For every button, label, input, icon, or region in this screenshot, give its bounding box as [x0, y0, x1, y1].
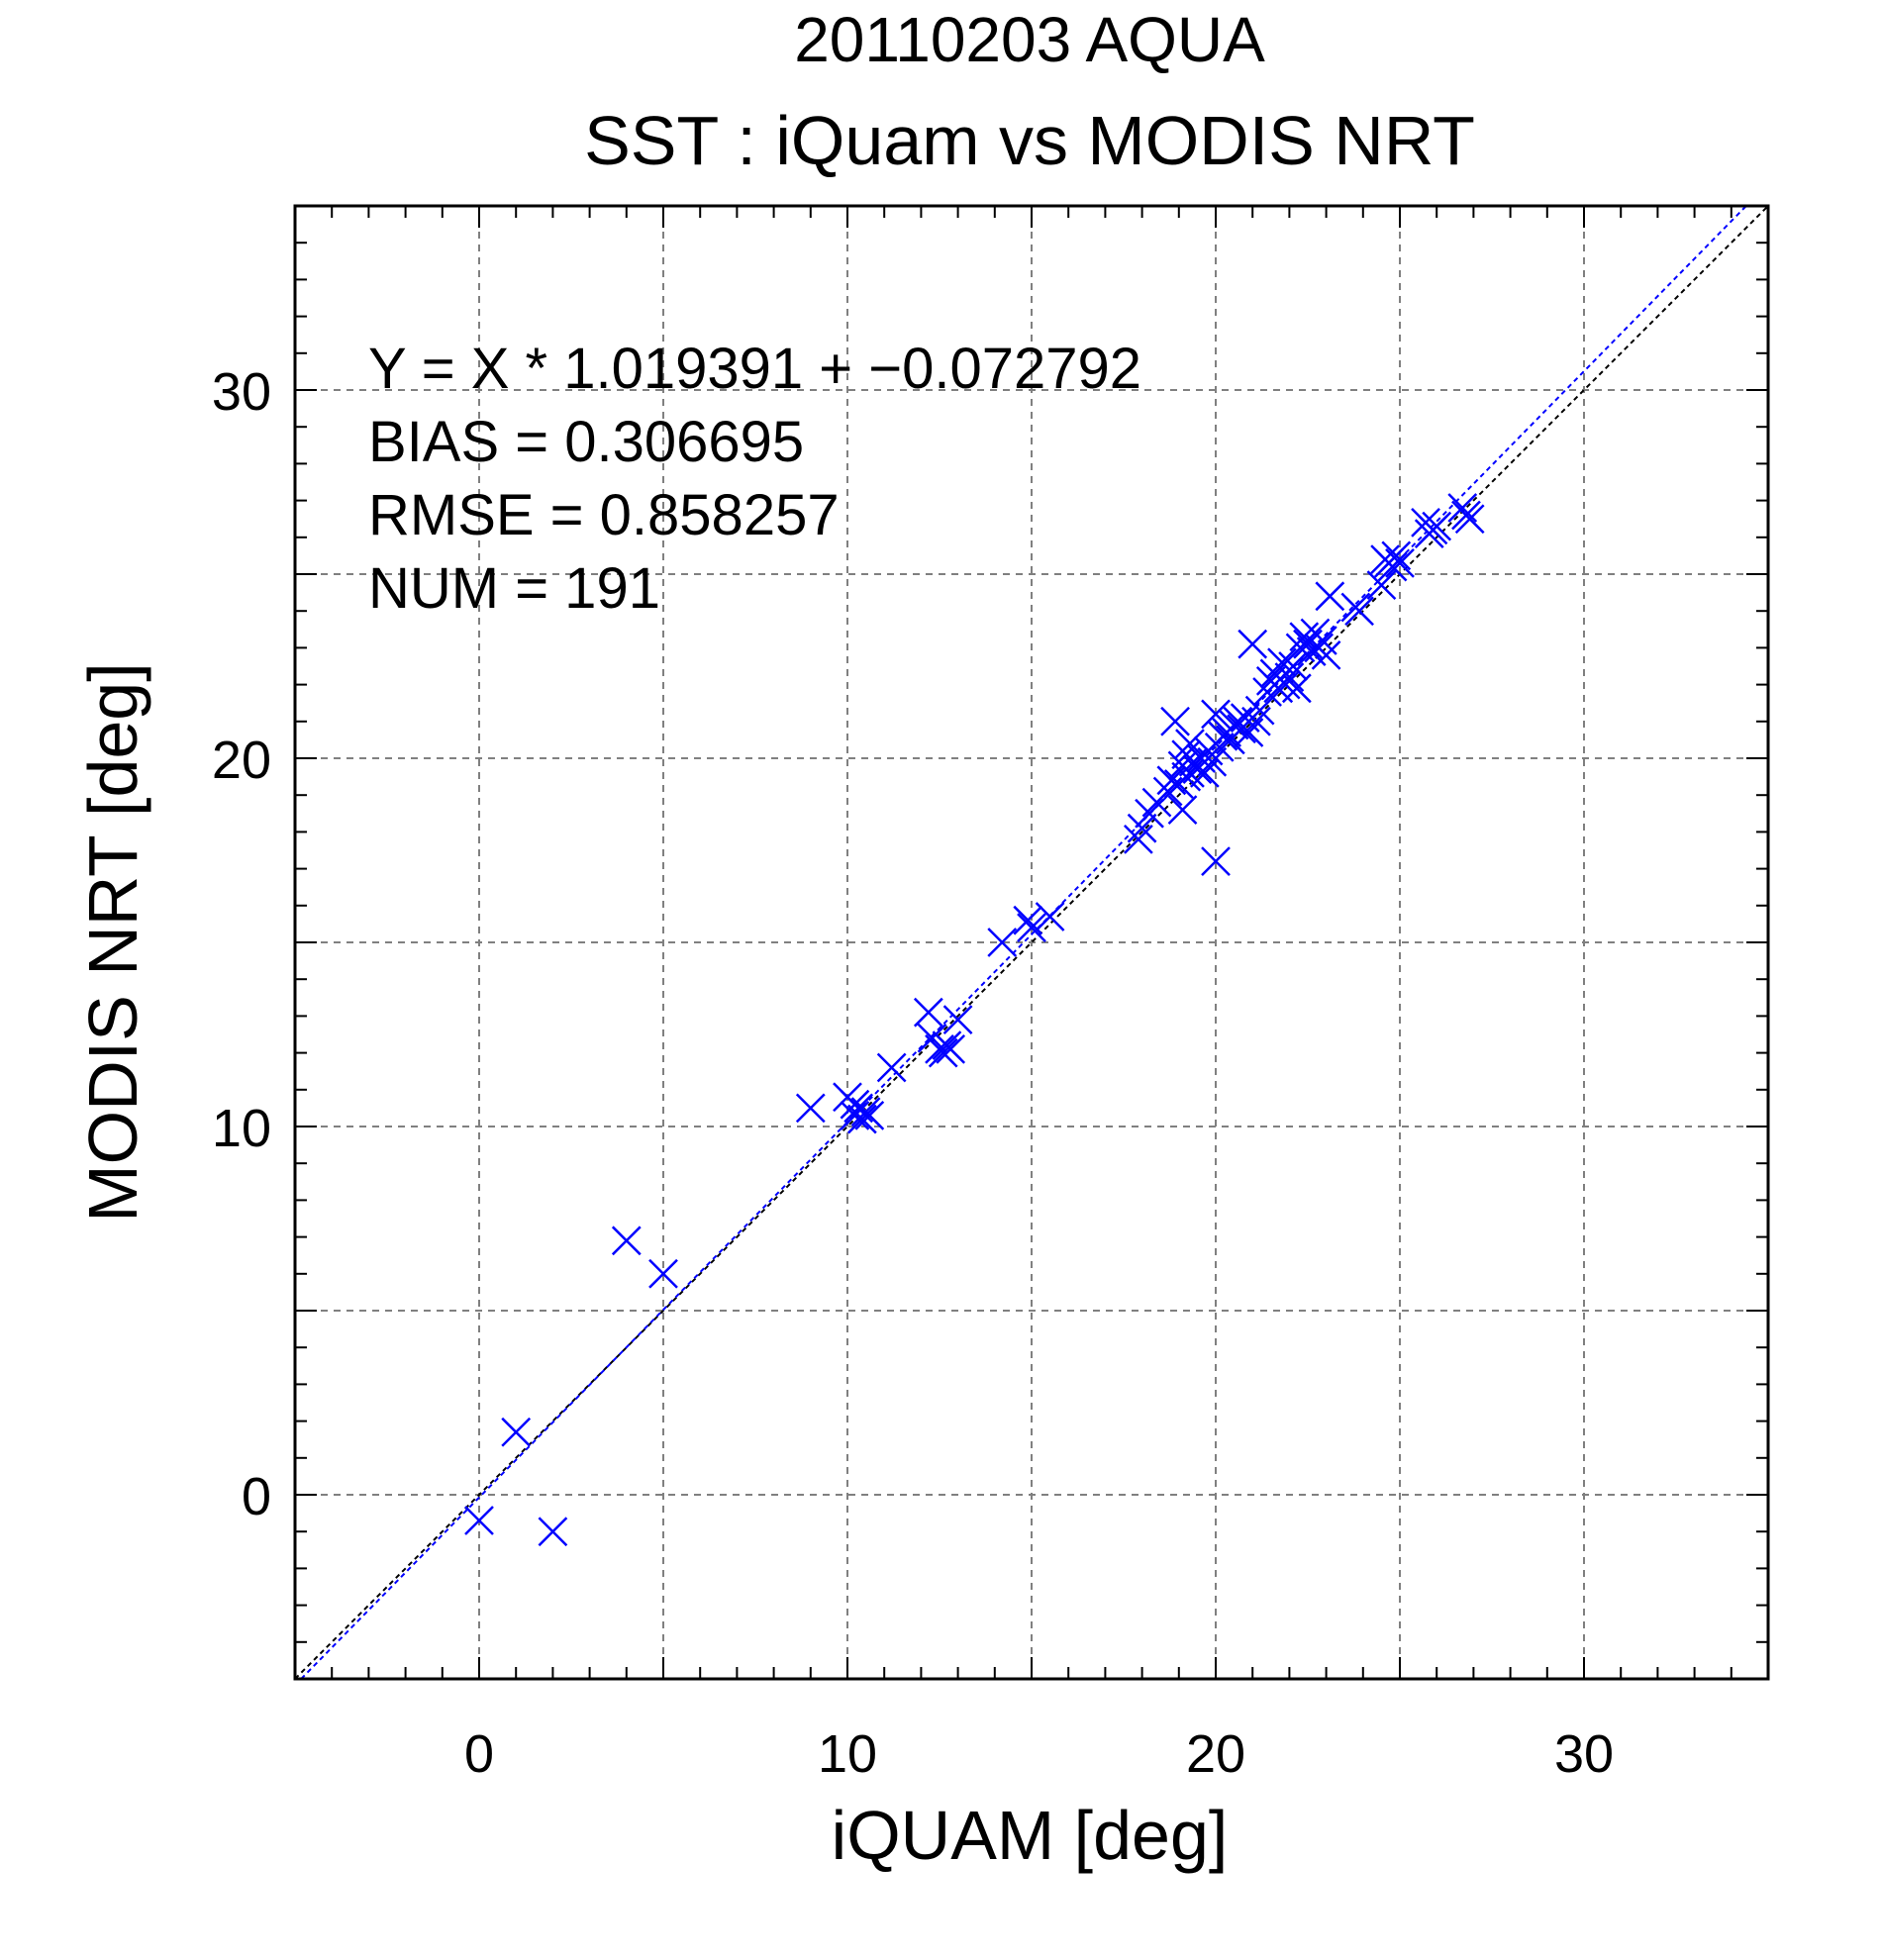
data-point [1244, 695, 1275, 726]
data-point [1123, 824, 1153, 854]
data-point [648, 1258, 678, 1289]
x-tick-label: 30 [1554, 1724, 1614, 1784]
stats-annotations: Y = X * 1.019391 + −0.072792 BIAS = 0.30… [368, 337, 1141, 621]
data-point [1175, 757, 1205, 788]
data-point [1366, 570, 1397, 601]
y-tick-label: 0 [242, 1467, 271, 1526]
data-point [1281, 673, 1312, 704]
data-point [538, 1517, 568, 1547]
data-point [1175, 729, 1205, 759]
data-point [1197, 746, 1228, 777]
data-point [1381, 540, 1412, 571]
data-point [1422, 511, 1452, 541]
rmse-text: RMSE = 0.858257 [368, 483, 840, 547]
data-point [1241, 706, 1271, 736]
x-tick-label: 0 [464, 1724, 494, 1784]
chart-title: SST : iQuam vs MODIS NRT [584, 102, 1475, 179]
x-tick-labels: 0 10 20 30 [464, 1724, 1614, 1784]
data-point [1201, 846, 1231, 877]
data-point [1385, 547, 1415, 578]
data-point [942, 1005, 973, 1035]
fit-line-group [300, 205, 1747, 1680]
x-axis-label: iQUAM [deg] [832, 1797, 1229, 1874]
data-point [1017, 913, 1046, 943]
data-point [876, 1052, 907, 1083]
grid-lines [295, 206, 1768, 1679]
data-point [1238, 629, 1268, 659]
minor-ticks [295, 206, 1768, 1679]
fit-line [300, 205, 1747, 1680]
data-point [1167, 795, 1198, 825]
data-point [928, 1037, 958, 1068]
x-tick-label: 10 [818, 1724, 877, 1784]
data-point [1344, 596, 1374, 627]
data-point [854, 1100, 885, 1130]
data-point [1127, 813, 1157, 843]
data-point [936, 1033, 966, 1064]
fit-equation-text: Y = X * 1.019391 + −0.072792 [368, 337, 1141, 401]
y-tick-label: 10 [212, 1099, 271, 1158]
data-point [846, 1104, 877, 1134]
y-axis-label: MODIS NRT [deg] [74, 662, 151, 1222]
data-point [464, 1506, 494, 1535]
data-point [1311, 639, 1341, 670]
bias-text: BIAS = 0.306695 [368, 410, 804, 474]
data-point [987, 928, 1018, 957]
data-point [795, 1093, 826, 1124]
data-point [1270, 669, 1301, 700]
data-point [840, 1089, 870, 1120]
data-point [913, 997, 943, 1028]
data-point [1035, 902, 1065, 931]
num-text: NUM = 191 [368, 556, 660, 621]
x-tick-label: 20 [1186, 1724, 1245, 1784]
y-tick-label: 20 [212, 731, 271, 790]
data-point [840, 1100, 870, 1130]
data-point [1160, 706, 1190, 736]
data-point [1315, 581, 1345, 612]
data-point [1289, 622, 1320, 652]
y-tick-label: 30 [212, 362, 271, 422]
chart-suptitle: 20110203 AQUA [794, 4, 1265, 75]
data-point [1252, 677, 1282, 707]
data-point [611, 1225, 642, 1256]
data-points [464, 493, 1485, 1547]
data-point [501, 1417, 532, 1447]
y-tick-labels: 0 10 20 30 [212, 362, 271, 1526]
data-point [1377, 551, 1408, 582]
data-point [1201, 699, 1231, 730]
data-point [1454, 504, 1485, 535]
